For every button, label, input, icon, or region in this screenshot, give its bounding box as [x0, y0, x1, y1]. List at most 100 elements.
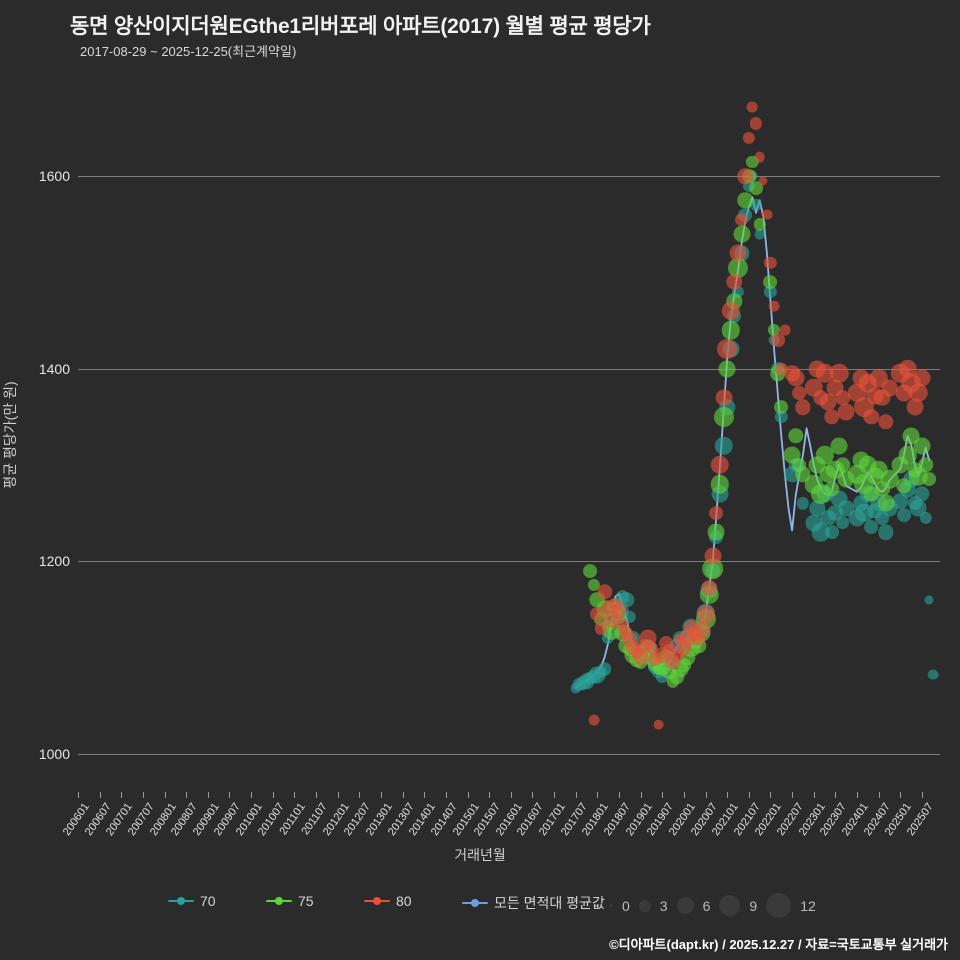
scatter-point[interactable] — [597, 661, 612, 676]
scatter-point[interactable] — [729, 244, 747, 262]
scatter-point[interactable] — [587, 578, 600, 592]
scatter-point[interactable] — [714, 436, 733, 455]
scatter-point[interactable] — [754, 228, 766, 240]
scatter-point[interactable] — [787, 369, 805, 387]
scatter-point[interactable] — [734, 212, 749, 227]
scatter-point[interactable] — [819, 393, 837, 411]
scatter-point[interactable] — [768, 300, 780, 312]
scatter-point[interactable] — [718, 360, 736, 378]
scatter-point[interactable] — [710, 474, 730, 494]
scatter-point[interactable] — [863, 409, 880, 425]
legend-marker-icon — [266, 895, 292, 907]
scatter-point[interactable] — [737, 168, 753, 184]
scatter-point[interactable] — [770, 332, 785, 347]
scatter-point[interactable] — [707, 523, 725, 541]
scatter-point[interactable] — [909, 383, 928, 402]
scatter-point[interactable] — [792, 385, 807, 400]
scatter-point[interactable] — [864, 520, 879, 535]
scatter-point[interactable] — [898, 445, 917, 465]
scatter-point[interactable] — [878, 413, 894, 430]
scatter-point[interactable] — [693, 621, 711, 639]
scatter-point[interactable] — [588, 714, 600, 726]
scatter-point[interactable] — [753, 218, 766, 231]
legend-item-70[interactable]: 70 — [168, 893, 216, 909]
scatter-point[interactable] — [594, 622, 608, 635]
scatter-point[interactable] — [924, 594, 934, 605]
scatter-point[interactable] — [877, 494, 895, 512]
gridline — [78, 753, 940, 755]
scatter-point[interactable] — [774, 400, 789, 415]
scatter-point[interactable] — [747, 101, 758, 113]
y-axis-tick-label: 1000 — [38, 745, 70, 762]
scatter-point[interactable] — [906, 398, 924, 416]
scatter-point[interactable] — [737, 192, 753, 208]
scatter-point[interactable] — [892, 493, 909, 510]
scatter-point[interactable] — [919, 511, 932, 524]
scatter-point[interactable] — [742, 131, 755, 144]
scatter-point[interactable] — [795, 399, 811, 415]
legend-item-75[interactable]: 75 — [266, 893, 314, 909]
scatter-point[interactable] — [764, 256, 777, 269]
scatter-point[interactable] — [881, 379, 898, 397]
scatter-point[interactable] — [618, 591, 634, 608]
scatter-point[interactable] — [749, 117, 763, 130]
scatter-point[interactable] — [824, 409, 840, 425]
scatter-point[interactable] — [815, 445, 834, 465]
scatter-point[interactable] — [710, 455, 730, 475]
scatter-point[interactable] — [775, 362, 788, 375]
scatter-point[interactable] — [717, 339, 738, 360]
scatter-point[interactable] — [824, 525, 839, 540]
scatter-point[interactable] — [749, 198, 763, 212]
scatter-point[interactable] — [758, 176, 768, 186]
scatter-point[interactable] — [880, 470, 899, 489]
scatter-point[interactable] — [583, 563, 598, 578]
x-axis-tick — [359, 792, 361, 798]
scatter-point[interactable] — [913, 437, 931, 455]
x-axis-tick — [510, 792, 512, 798]
scatter-point[interactable] — [754, 151, 766, 163]
scatter-point[interactable] — [611, 603, 627, 619]
legend-item-80[interactable]: 80 — [364, 893, 412, 909]
scatter-point[interactable] — [590, 607, 605, 621]
scatter-point[interactable] — [796, 497, 810, 510]
scatter-point[interactable] — [721, 320, 741, 340]
scatter-point[interactable] — [761, 209, 773, 221]
scatter-point[interactable] — [829, 364, 849, 383]
scatter-point[interactable] — [645, 641, 658, 654]
scatter-point[interactable] — [897, 507, 911, 522]
scatter-point[interactable] — [917, 457, 934, 473]
scatter-point[interactable] — [653, 719, 665, 731]
scatter-point[interactable] — [788, 428, 804, 444]
scatter-point[interactable] — [927, 669, 939, 680]
scatter-point[interactable] — [733, 225, 751, 243]
scatter-point[interactable] — [632, 649, 649, 665]
scatter-point[interactable] — [834, 457, 851, 473]
scatter-point[interactable] — [713, 406, 734, 427]
scatter-point[interactable] — [834, 389, 851, 406]
scatter-point[interactable] — [726, 274, 743, 290]
scatter-point[interactable] — [704, 547, 722, 565]
scatter-point[interactable] — [824, 481, 840, 497]
scatter-point[interactable] — [779, 324, 791, 336]
scatter-point[interactable] — [701, 580, 717, 596]
scatter-point[interactable] — [815, 364, 834, 383]
scatter-point[interactable] — [878, 524, 894, 540]
scatter-point[interactable] — [721, 301, 741, 321]
scatter-point[interactable] — [709, 506, 724, 520]
size-legend-label: 9 — [749, 897, 758, 914]
scatter-point[interactable] — [696, 604, 715, 624]
scatter-point[interactable] — [763, 275, 778, 289]
scatter-point[interactable] — [913, 369, 931, 387]
scatter-point[interactable] — [835, 515, 850, 530]
x-axis-tick — [164, 792, 166, 798]
legend-item-모든-면적대-평균값[interactable]: 모든 면적대 평균값 — [462, 893, 605, 913]
scatter-point[interactable] — [596, 584, 613, 600]
scatter-point[interactable] — [914, 486, 930, 502]
scatter-point[interactable] — [727, 257, 749, 278]
scatter-point[interactable] — [837, 403, 855, 421]
scatter-point[interactable] — [715, 389, 733, 406]
scatter-point[interactable] — [830, 437, 848, 455]
scatter-point[interactable] — [922, 472, 937, 487]
scatter-point[interactable] — [896, 478, 912, 494]
